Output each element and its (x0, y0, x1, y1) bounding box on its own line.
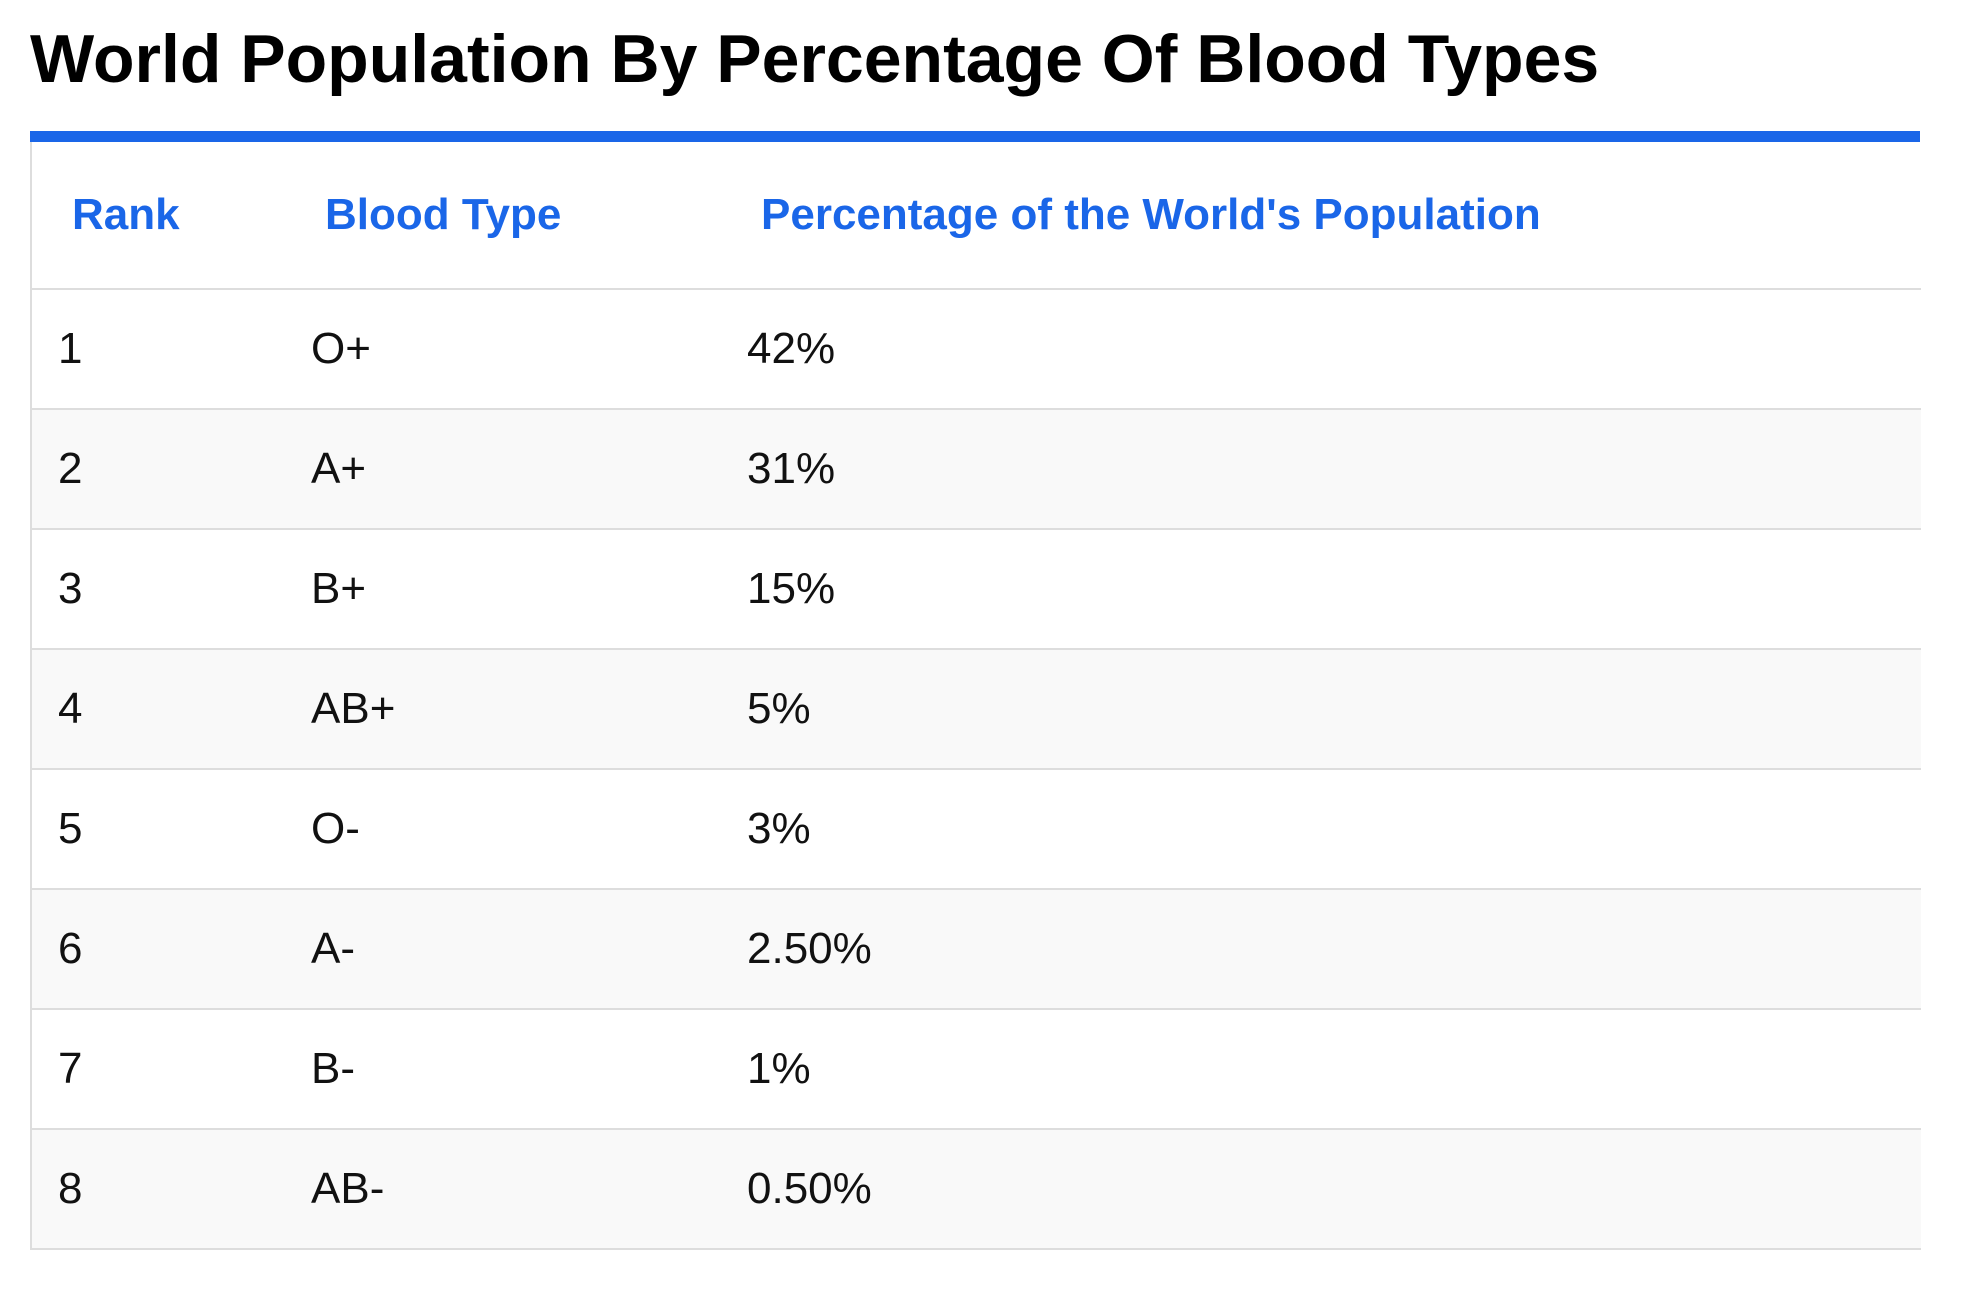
rank-cell: 5 (31, 769, 285, 890)
percentage-cell: 42% (721, 289, 1921, 410)
rank-cell: 8 (31, 1129, 285, 1250)
percentage-cell: 5% (721, 649, 1921, 770)
percentage-cell: 31% (721, 409, 1921, 530)
rank-cell: 2 (31, 409, 285, 530)
percentage-cell: 0.50% (721, 1129, 1921, 1250)
blood-type-cell: O+ (285, 289, 721, 410)
percentage-cell: 3% (721, 769, 1921, 890)
blood-type-cell: B- (285, 1009, 721, 1130)
column-header-percentage: Percentage of the World's Population (721, 142, 1921, 290)
table-accent-bar (30, 131, 1920, 142)
percentage-cell: 1% (721, 1009, 1921, 1130)
blood-type-cell: A+ (285, 409, 721, 530)
rank-cell: 4 (31, 649, 285, 770)
percentage-cell: 15% (721, 529, 1921, 650)
blood-type-cell: B+ (285, 529, 721, 650)
blood-type-table: Rank Blood Type Percentage of the World'… (30, 142, 1921, 1250)
percentage-cell: 2.50% (721, 889, 1921, 1010)
blood-type-cell: AB- (285, 1129, 721, 1250)
table-header-row: Rank Blood Type Percentage of the World'… (31, 142, 1921, 290)
table-row: 2 A+ 31% (31, 409, 1921, 530)
rank-cell: 3 (31, 529, 285, 650)
blood-type-cell: O- (285, 769, 721, 890)
blood-type-cell: A- (285, 889, 721, 1010)
rank-cell: 6 (31, 889, 285, 1010)
table-row: 5 O- 3% (31, 769, 1921, 890)
table-row: 6 A- 2.50% (31, 889, 1921, 1010)
rank-cell: 7 (31, 1009, 285, 1130)
table-row: 3 B+ 15% (31, 529, 1921, 650)
blood-type-table-container: Rank Blood Type Percentage of the World'… (30, 131, 1921, 1250)
page-title: World Population By Percentage Of Blood … (30, 21, 1600, 97)
rank-cell: 1 (31, 289, 285, 410)
column-header-rank: Rank (31, 142, 285, 290)
table-row: 7 B- 1% (31, 1009, 1921, 1130)
blood-type-cell: AB+ (285, 649, 721, 770)
table-row: 1 O+ 42% (31, 289, 1921, 410)
table-row: 8 AB- 0.50% (31, 1129, 1921, 1250)
table-row: 4 AB+ 5% (31, 649, 1921, 770)
column-header-blood-type: Blood Type (285, 142, 721, 290)
